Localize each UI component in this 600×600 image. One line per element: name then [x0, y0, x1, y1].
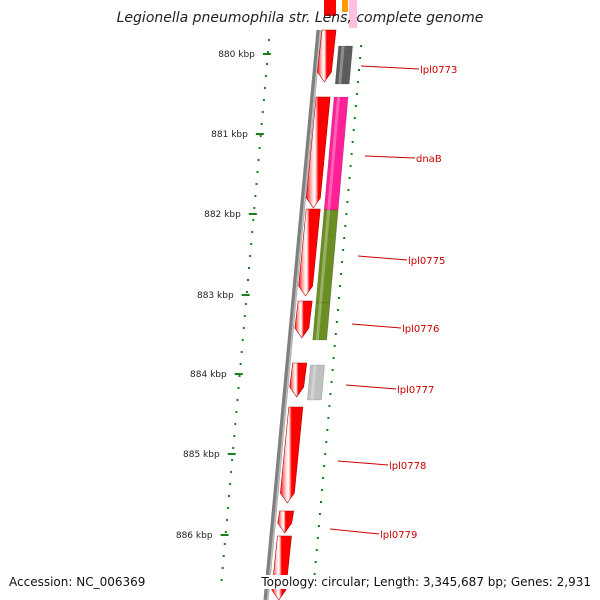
gene-leader-line [337, 460, 389, 466]
gene-bar [289, 362, 308, 398]
gene-label: lpl0778 [389, 461, 426, 472]
tick-label: 886 kbp [176, 531, 213, 541]
gene-leader-line [345, 384, 397, 390]
gene-bar-stub [324, 0, 336, 16]
gene-bar [271, 535, 292, 600]
tick-label: 880 kbp [218, 50, 255, 60]
gene-label: lpl0779 [380, 530, 417, 541]
gene-label: lpl0773 [420, 65, 457, 76]
tick-label: 881 kbp [211, 130, 248, 140]
gene-label: lpl0777 [397, 385, 434, 396]
cog-bar-highlight [310, 365, 317, 400]
gene-bar [298, 208, 321, 297]
gene-leader-line [329, 528, 380, 535]
gene-leader-line [360, 65, 420, 70]
gene-bar [317, 29, 337, 83]
genome-backbone [263, 29, 322, 600]
gene-bar [306, 96, 331, 209]
cog-bar [307, 364, 325, 401]
gene-label: dnaB [416, 154, 442, 165]
gene-label: lpl0776 [402, 324, 439, 335]
cog-bar-stub [342, 0, 348, 12]
cog-bar [334, 45, 353, 85]
tick-label: 885 kbp [183, 450, 220, 460]
gene-leader-line [364, 155, 416, 159]
cog-bar-stub [349, 0, 357, 28]
gene-bar [277, 510, 295, 534]
gene-bar [280, 406, 304, 504]
genome-backbone-highlight [266, 29, 322, 600]
gene-label: lpl0775 [408, 256, 445, 267]
accession-text: Accession: NC_006369 [9, 575, 146, 589]
cog-bar [312, 302, 331, 341]
tick-label: 884 kbp [190, 370, 227, 380]
tick-label: 882 kbp [204, 210, 241, 220]
tick-label: 883 kbp [197, 291, 234, 301]
gene-bar [294, 300, 313, 339]
gene-leader-line [351, 323, 402, 329]
cog-bar-highlight [338, 46, 345, 84]
cog-bar-highlight [315, 303, 322, 340]
genome-summary-text: Topology: circular; Length: 3,345,687 bp… [261, 575, 591, 589]
map-title: Legionella pneumophila str. Lens, comple… [116, 10, 484, 26]
cog-bar-highlight [327, 97, 341, 210]
cog-bar-highlight [318, 210, 331, 303]
gene-leader-line [357, 255, 408, 261]
